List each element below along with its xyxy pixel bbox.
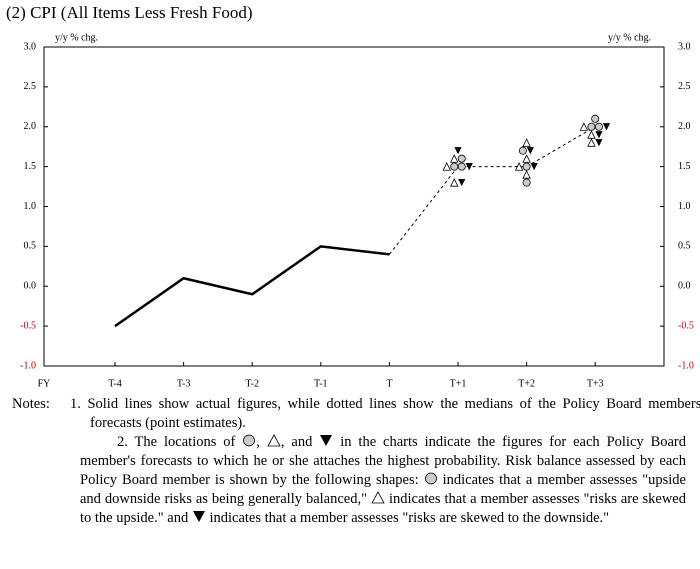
x-tick-label: T+3 — [587, 378, 604, 389]
y-tick-label: 0.5 — [24, 241, 37, 252]
forecast-marker — [514, 162, 524, 171]
legend-symbol — [320, 435, 333, 446]
forecast-marker — [530, 163, 538, 171]
forecast-marker — [587, 130, 596, 139]
forecast-marker — [587, 122, 596, 131]
forecast-marker — [522, 162, 531, 171]
legend-symbol — [243, 434, 256, 447]
y-tick-label: -0.5 — [678, 320, 694, 331]
forecast-marker — [450, 154, 459, 163]
forecast-marker — [595, 131, 603, 139]
x-tick-label: T-3 — [177, 378, 191, 389]
forecast-marker — [591, 114, 600, 123]
x-tick-label: T+1 — [450, 378, 467, 389]
legend-symbol — [424, 472, 437, 485]
chart-title: (2) CPI (All Items Less Fresh Food) — [6, 3, 252, 22]
note-text: in the charts indicate the figures for e… — [80, 434, 686, 488]
forecast-marker — [595, 139, 603, 147]
y-tick-label: 1.0 — [24, 201, 37, 212]
forecast-marker — [522, 178, 531, 187]
forecast-marker — [458, 178, 466, 187]
note-text: , and — [280, 434, 320, 450]
forecast-marker — [457, 154, 466, 163]
forecast-marker — [518, 146, 527, 155]
note-text: 1. Solid lines show actual figures, whil… — [70, 396, 700, 431]
symbol — [243, 434, 256, 447]
y-tick-label: -1.0 — [678, 360, 694, 371]
y-axis-label: y/y % chg. — [55, 32, 98, 43]
note-text: indicates that a member assesses "risks … — [80, 491, 686, 526]
forecast-marker — [587, 138, 596, 147]
y-tick-label: 1.5 — [678, 161, 691, 172]
forecast-marker — [526, 147, 534, 155]
forecast-marker — [602, 123, 611, 131]
y-tick-label: 2.0 — [24, 121, 37, 132]
symbol — [320, 435, 333, 446]
note: 2. The locations of , , and in the chart… — [80, 433, 686, 528]
x-axis-label: FY — [38, 378, 51, 389]
x-tick-label: T-1 — [314, 378, 328, 389]
y-tick-label: 0.0 — [678, 281, 691, 292]
series-line — [389, 126, 596, 255]
note-text: indicates that a member assesses "risks … — [205, 510, 610, 526]
legend-symbol — [192, 511, 205, 522]
forecast-marker — [522, 138, 531, 147]
legend-symbol — [371, 491, 385, 504]
forecast-marker — [522, 170, 531, 179]
forecast-marker — [442, 162, 451, 171]
forecast-marker — [450, 162, 459, 171]
y-tick-label: 3.0 — [24, 41, 37, 52]
y-tick-label: 1.5 — [24, 161, 37, 172]
forecast-marker — [457, 162, 466, 171]
symbol — [371, 491, 385, 504]
chart: (2) CPI (All Items Less Fresh Food) y/y … — [6, 3, 694, 389]
x-tick-label: T-4 — [108, 378, 122, 389]
forecast-marker — [450, 178, 459, 187]
forecast-marker — [454, 147, 462, 155]
legend-symbol — [267, 434, 281, 447]
y-tick-label: 2.5 — [678, 81, 691, 92]
note: 1. Solid lines show actual figures, whil… — [70, 395, 700, 433]
note-text: indicates that a member assesses "upside… — [80, 472, 686, 507]
symbol — [424, 472, 437, 485]
forecast-marker — [594, 122, 603, 131]
note-text: 2. The locations of — [117, 434, 243, 450]
y-tick-label: 1.0 — [678, 201, 691, 212]
y2-axis-label: y/y % chg. — [608, 32, 651, 43]
x-tick-label: T — [386, 378, 392, 389]
symbol — [267, 434, 281, 447]
plot-frame — [43, 46, 665, 367]
x-tick-label: T-2 — [245, 378, 259, 389]
forecast-marker — [465, 163, 473, 171]
series-line — [114, 245, 390, 328]
y-tick-label: -1.0 — [20, 360, 36, 371]
x-tick-label: T+2 — [518, 378, 535, 389]
y-tick-label: 0.5 — [678, 241, 691, 252]
y-tick-label: 2.0 — [678, 121, 691, 132]
forecast-marker — [522, 154, 531, 163]
notes-label: Notes: — [12, 396, 50, 412]
y-tick-label: -0.5 — [20, 320, 36, 331]
symbol — [192, 511, 205, 522]
y-tick-label: 2.5 — [24, 81, 37, 92]
y-tick-label: 3.0 — [678, 41, 691, 52]
y-tick-label: 0.0 — [24, 281, 37, 292]
note-text: , — [256, 434, 267, 450]
forecast-marker — [579, 122, 589, 131]
